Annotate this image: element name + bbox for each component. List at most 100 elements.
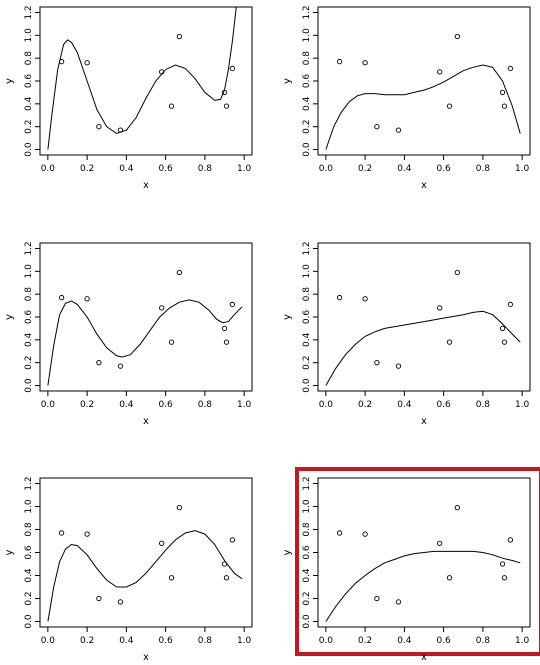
y-tick-label: 0.4 — [302, 332, 312, 347]
x-tick-label: 0.6 — [158, 400, 173, 410]
x-tick-label: 0.2 — [358, 164, 372, 174]
y-tick-label: 0.2 — [24, 591, 34, 605]
y-axis-label: y — [282, 549, 293, 555]
y-tick-label: 0.6 — [24, 74, 34, 89]
plot-frame — [39, 477, 253, 628]
data-point — [229, 537, 236, 543]
data-point — [168, 339, 175, 345]
data-point — [507, 301, 514, 308]
data-point — [499, 89, 506, 96]
data-point — [499, 561, 506, 567]
x-tick-label: 0.8 — [476, 636, 491, 646]
data-point — [501, 339, 508, 345]
x-tick-label: 0.8 — [198, 164, 213, 174]
fitted-curve — [47, 530, 243, 622]
data-point — [395, 599, 402, 605]
x-tick-label: 0.4 — [119, 400, 134, 410]
data-point — [223, 103, 230, 109]
data-point — [159, 540, 165, 546]
fitted-curve — [325, 310, 521, 386]
data-point — [221, 325, 228, 332]
data-point — [336, 530, 343, 536]
x-tick-label: 0.6 — [436, 636, 451, 646]
y-tick-label: 0.2 — [24, 120, 34, 134]
x-tick-label: 0.8 — [198, 636, 213, 646]
data-point — [499, 325, 506, 332]
data-point — [446, 575, 453, 581]
plot-frame — [39, 242, 253, 392]
data-point — [374, 595, 380, 602]
data-point — [374, 360, 380, 366]
y-tick-label: 0.0 — [24, 142, 34, 157]
data-point — [229, 65, 236, 72]
y-tick-label: 0.2 — [302, 356, 312, 370]
x-tick-label: 0.2 — [80, 164, 94, 174]
chart-panel-6: 0.0 0.2 0.4 0.6 0.8 1.0 0.0 0.2 0.4 0.6 0.8 1.0 1.2 x… — [282, 467, 540, 663]
x-tick-label: 1.0 — [237, 400, 252, 410]
x-tick-label: 0.0 — [41, 636, 56, 646]
data-point — [168, 103, 175, 109]
y-tick-label: 1.0 — [302, 28, 312, 43]
x-tick-label: 0.8 — [476, 400, 491, 410]
y-tick-label: 0.6 — [302, 545, 312, 560]
data-point — [395, 127, 402, 133]
data-point — [454, 269, 461, 276]
plot-frame — [317, 6, 531, 156]
data-point — [176, 505, 183, 511]
data-point — [221, 89, 228, 96]
y-tick-label: 0.0 — [24, 378, 34, 393]
x-tick-label: 0.4 — [397, 400, 412, 410]
data-point — [84, 531, 90, 537]
data-point — [437, 69, 443, 75]
data-point — [117, 363, 124, 369]
y-tick-label: 0.0 — [302, 614, 312, 629]
y-tick-label: 1.2 — [302, 5, 312, 19]
data-point — [159, 69, 165, 75]
x-axis-label: x — [143, 652, 149, 663]
y-tick-label: 0.8 — [24, 522, 34, 537]
data-point — [223, 575, 230, 581]
y-axis-label: y — [282, 314, 293, 320]
x-axis-label: x — [421, 416, 427, 427]
data-point — [117, 599, 124, 605]
y-tick-label: 1.0 — [24, 499, 34, 514]
y-tick-label: 0.8 — [302, 522, 312, 537]
data-point — [229, 301, 236, 308]
x-tick-label: 0.0 — [319, 164, 334, 174]
data-point — [437, 305, 443, 311]
data-point — [84, 296, 90, 302]
y-tick-label: 0.4 — [302, 96, 312, 111]
x-tick-label: 1.0 — [515, 636, 530, 646]
y-tick-label: 0.4 — [24, 332, 34, 347]
x-tick-label: 0.0 — [319, 636, 334, 646]
x-tick-label: 0.0 — [41, 164, 56, 174]
data-point — [58, 294, 65, 301]
x-tick-label: 0.8 — [198, 400, 213, 410]
data-point — [454, 505, 461, 511]
data-point — [96, 595, 102, 602]
x-tick-label: 0.4 — [119, 636, 134, 646]
y-tick-label: 0.0 — [24, 614, 34, 629]
y-tick-label: 1.2 — [24, 5, 34, 19]
data-point — [168, 575, 175, 581]
y-tick-label: 1.0 — [302, 499, 312, 514]
data-point — [336, 58, 343, 65]
y-tick-label: 0.8 — [302, 287, 312, 302]
x-axis-label: x — [421, 652, 427, 663]
y-tick-label: 0.8 — [24, 287, 34, 302]
y-tick-label: 1.2 — [24, 476, 34, 490]
y-tick-label: 0.8 — [24, 51, 34, 66]
x-tick-label: 0.2 — [80, 400, 94, 410]
y-tick-label: 0.6 — [24, 545, 34, 560]
data-point — [374, 124, 380, 130]
y-tick-label: 0.0 — [302, 378, 312, 393]
y-tick-label: 0.4 — [24, 96, 34, 111]
data-point — [336, 294, 343, 301]
data-point — [454, 33, 461, 40]
y-axis-label: y — [282, 78, 293, 84]
fitted-curve — [47, 299, 243, 386]
x-axis-label: x — [143, 180, 149, 191]
x-tick-label: 1.0 — [237, 636, 252, 646]
fitted-curve — [47, 7, 237, 150]
